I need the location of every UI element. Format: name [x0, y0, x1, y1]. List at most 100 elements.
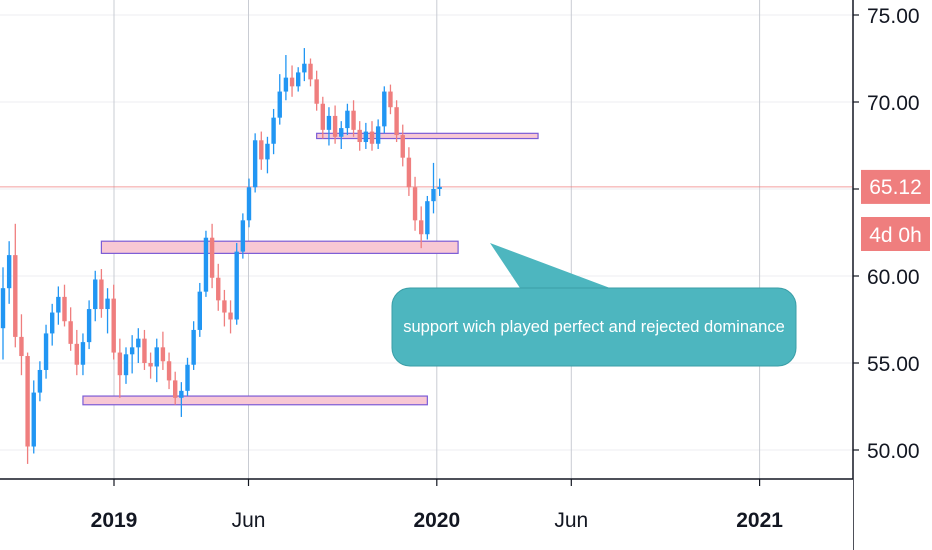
candle-body-down [25, 356, 30, 447]
price-tick-label: 60.00 [867, 266, 920, 289]
time-tick-label: Jun [554, 509, 588, 532]
time-axis[interactable]: 2019 Jun 2020 Jun 2021 [91, 479, 784, 532]
candle-body-down [173, 380, 178, 398]
candle-body-down [62, 296, 67, 322]
time-tick-label: 2020 [413, 509, 460, 532]
candle-body-up [154, 347, 159, 367]
candle-body-up [437, 186, 442, 189]
candle-body-down [400, 135, 405, 158]
zone-rectangle[interactable] [82, 395, 428, 406]
candle-body-down [222, 300, 227, 313]
price-tick-label: 55.00 [867, 353, 920, 376]
price-tick-label: 75.00 [867, 5, 920, 28]
time-tick-label: Jun [232, 509, 266, 532]
callout-text: support wich played perfect and rejected… [403, 318, 785, 336]
candle-body-down [351, 110, 356, 130]
time-tick-label: 2019 [91, 509, 138, 532]
candle-body-down [419, 220, 424, 235]
candle-body-down [13, 255, 18, 337]
callout-pointer [490, 243, 610, 288]
last-price-badge: 65.12 [861, 169, 930, 204]
candle-body-up [56, 296, 61, 313]
candle-body-down [388, 91, 393, 108]
annotation-callout[interactable]: support wich played perfect and rejected… [391, 243, 797, 367]
candle-body-up [296, 72, 301, 87]
candle-body-down [314, 79, 319, 104]
grid-lines [0, 0, 853, 479]
candle-body-up [431, 189, 436, 202]
candle-body-down [209, 237, 215, 278]
price-tick-label: 50.00 [867, 440, 920, 463]
candle-body-down [394, 107, 399, 136]
candle-body-up [129, 347, 135, 355]
candle-body-up [179, 390, 184, 398]
candle-body-down [99, 279, 104, 310]
candle-body-up [277, 91, 282, 118]
candle-body-up [0, 288, 6, 329]
candle-body-up [6, 255, 12, 289]
candle-body-down [216, 277, 221, 301]
candle-body-up [105, 298, 110, 310]
candles [0, 48, 442, 464]
candle-body-down [412, 187, 418, 221]
callout-box [391, 287, 797, 367]
candle-body-down [406, 157, 412, 188]
candle-body-up [136, 338, 141, 348]
price-tick-label: 70.00 [867, 92, 920, 115]
candle-body-up [123, 354, 129, 376]
time-axis-background [0, 479, 853, 550]
candle-body-up [375, 126, 381, 144]
candle-body-up [185, 364, 190, 391]
candle-body-down [68, 321, 73, 344]
candle-body-up [37, 369, 43, 393]
candle-body-down [160, 347, 166, 362]
last-price-value: 65.12 [869, 176, 922, 199]
candle-body-up [80, 342, 86, 365]
candle-body-down [228, 312, 233, 320]
candle-body-up [50, 312, 55, 334]
zone-rectangle[interactable] [100, 240, 459, 254]
candle-body-down [289, 77, 295, 87]
candle-body-up [345, 110, 350, 129]
candle-body-up [425, 201, 430, 235]
zone-rectangle[interactable] [316, 132, 539, 140]
candle-body-up [197, 291, 202, 330]
support-resistance-zones[interactable] [82, 132, 539, 406]
candle-body-up [93, 279, 98, 310]
candle-body-up [265, 143, 270, 160]
candle-body-up [271, 117, 276, 144]
candle-body-up [246, 187, 252, 221]
candle-body-down [259, 140, 264, 160]
candle-body-up [382, 91, 387, 127]
candle-body-up [191, 329, 196, 365]
candle-body-down [74, 343, 79, 365]
candle-body-up [302, 63, 307, 73]
candle-body-down [369, 131, 375, 144]
candle-body-down [19, 336, 24, 357]
candle-body-up [234, 251, 239, 320]
candle-body-up [363, 131, 369, 143]
candle-body-up [86, 309, 92, 343]
candle-body-up [240, 220, 246, 252]
candle-body-down [117, 352, 123, 376]
candle-body-down [308, 63, 313, 80]
candle-body-up [252, 140, 258, 188]
candle-body-up [31, 392, 36, 447]
price-axis-background [853, 0, 932, 550]
candle-body-up [326, 115, 332, 130]
candle-body-down [111, 298, 116, 353]
candle-body-up [283, 77, 289, 92]
candle-body-down [357, 129, 362, 143]
candle-body-down [142, 338, 147, 363]
candle-body-down [320, 103, 325, 130]
candle-body-down [166, 361, 172, 381]
candle-body-up [203, 237, 209, 292]
candle-body-down [148, 363, 153, 367]
time-tick-label: 2021 [736, 509, 783, 532]
candle-body-up [339, 128, 344, 137]
countdown-value: 4d 0h [869, 224, 922, 247]
candle-body-down [332, 115, 338, 137]
candle-body-up [43, 333, 49, 370]
countdown-badge: 4d 0h [861, 217, 930, 251]
